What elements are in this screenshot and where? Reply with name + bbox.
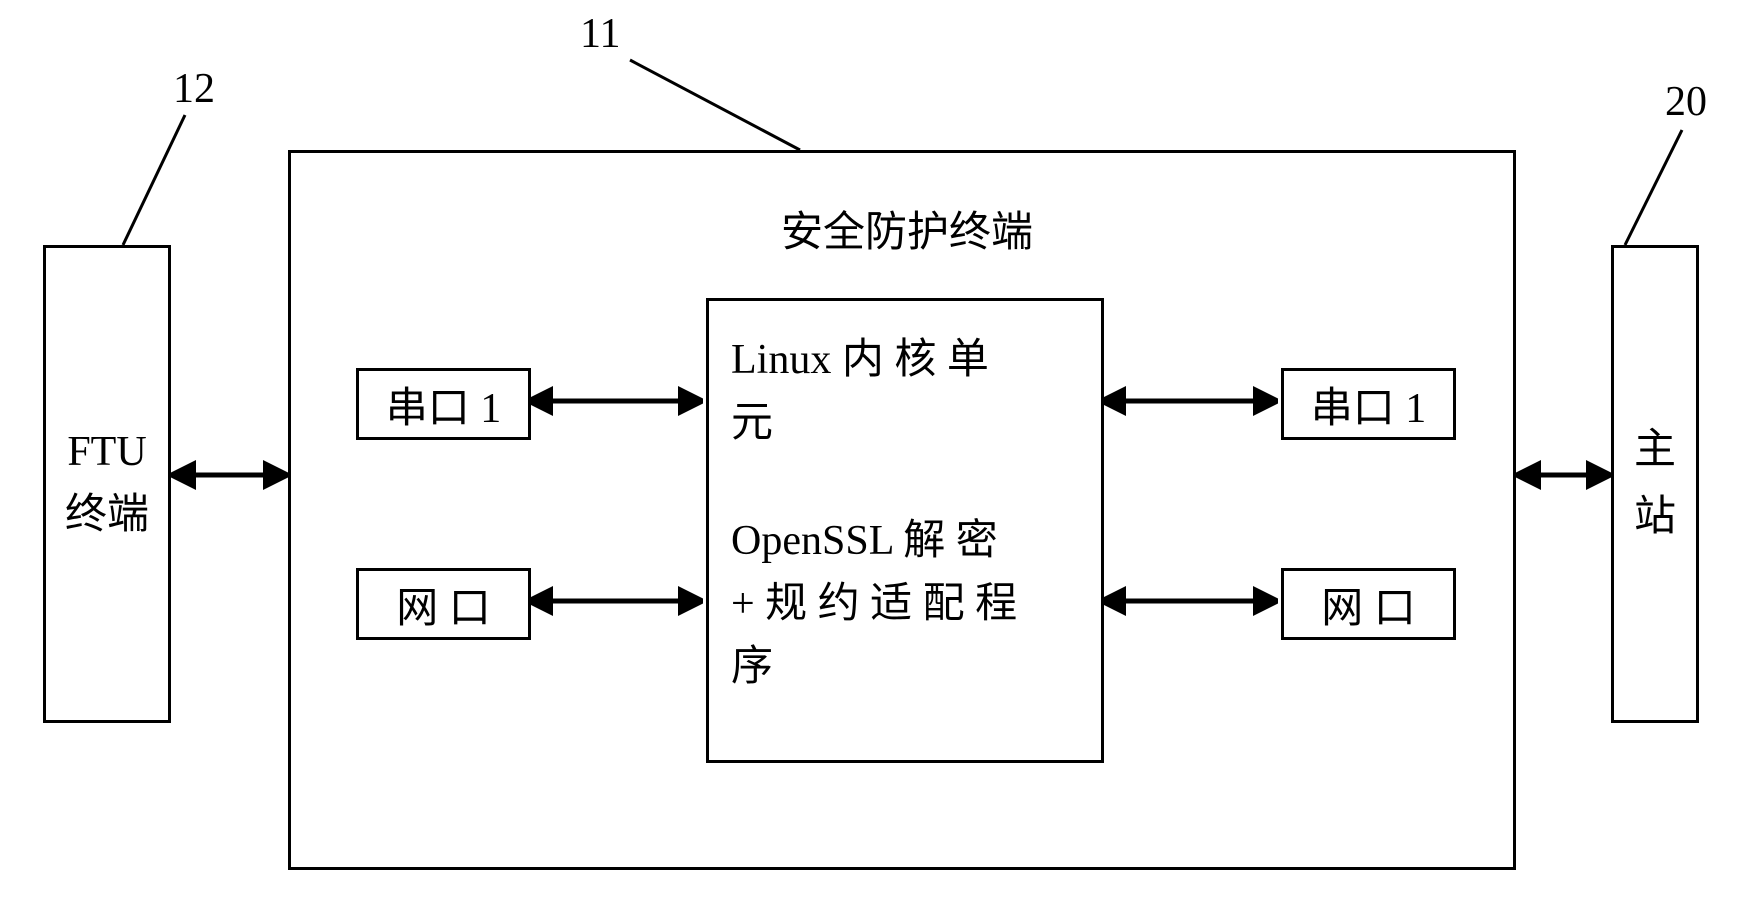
callout-line-11 [610, 55, 810, 155]
arrow-net-left [528, 581, 703, 621]
zhan-line1: 主 [1634, 417, 1676, 484]
serial1-left-label: 串口 1 [386, 374, 502, 435]
callout-line-20 [1610, 125, 1690, 250]
serial1-right-label: 串口 1 [1311, 374, 1427, 435]
center-line3: OpenSSL 解 密 [731, 510, 1085, 573]
arrow-ftu-main [171, 455, 288, 495]
ftu-label-en: FTU [67, 428, 146, 476]
center-text-block: Linux 内 核 单 元 OpenSSL 解 密 + 规 约 适 配 程 序 [731, 329, 1085, 699]
center-line2: 元 [731, 392, 1085, 455]
zhan-line2: 站 [1634, 484, 1676, 551]
master-station-box: 主 站 [1611, 245, 1699, 723]
serial1-left-box: 串口 1 [356, 368, 531, 440]
linux-kernel-box: Linux 内 核 单 元 OpenSSL 解 密 + 规 约 适 配 程 序 [706, 298, 1104, 763]
arrow-serial1-left [528, 381, 703, 421]
netport-left-box: 网 口 [356, 568, 531, 640]
netport-right-label: 网 口 [1321, 574, 1416, 635]
netport-left-label: 网 口 [396, 574, 491, 635]
center-line5: 序 [731, 636, 1085, 699]
callout-line-12 [115, 110, 195, 250]
serial1-right-box: 串口 1 [1281, 368, 1456, 440]
arrow-serial1-right [1101, 381, 1278, 421]
callout-12: 12 [173, 65, 215, 113]
center-line4: + 规 约 适 配 程 [731, 573, 1085, 636]
callout-11: 11 [580, 10, 620, 58]
arrow-net-right [1101, 581, 1278, 621]
center-line1: Linux 内 核 单 [731, 329, 1085, 392]
security-terminal-container: 安全防护终端 Linux 内 核 单 元 OpenSSL 解 密 + 规 约 适… [288, 150, 1516, 870]
ftu-terminal-box: FTU 终端 [43, 245, 171, 723]
arrow-main-zhan [1516, 455, 1611, 495]
netport-right-box: 网 口 [1281, 568, 1456, 640]
ftu-label-cn: 终端 [65, 480, 149, 541]
security-terminal-title: 安全防护终端 [781, 198, 1033, 259]
callout-20: 20 [1665, 78, 1707, 126]
